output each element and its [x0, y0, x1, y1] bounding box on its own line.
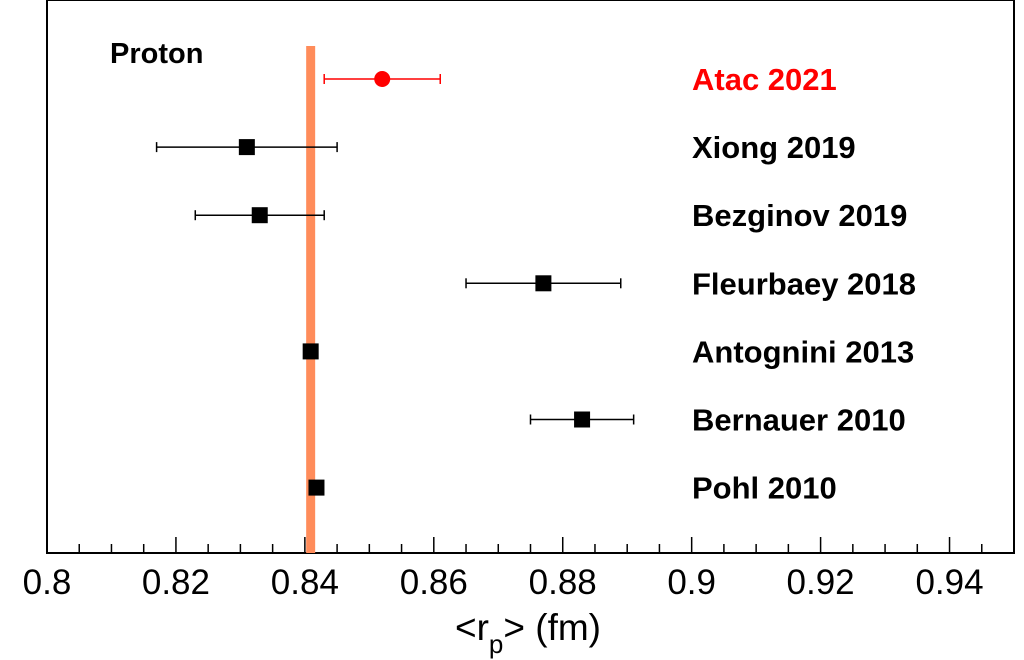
x-tick-label: 0.82	[142, 563, 210, 602]
x-tick-label: 0.86	[400, 563, 468, 602]
data-points-layer	[155, 71, 635, 496]
entry-label: Bernauer 2010	[692, 403, 906, 438]
data-point-group	[529, 411, 635, 428]
data-marker	[374, 71, 391, 87]
x-tick-label: 0.88	[529, 563, 597, 602]
x-axis-title: <rp> (fm)	[455, 607, 601, 659]
data-point-group	[323, 71, 441, 87]
x-tick-label: 0.92	[787, 563, 855, 602]
x-tick-label: 0.94	[915, 563, 983, 602]
x-tick-label: 0.9	[667, 563, 716, 602]
x-axis-ticks: 0.8 0.82 0.84 0.86 0.88 0.9 0.92 0.94	[23, 537, 1015, 602]
panel-label: Proton	[110, 38, 203, 70]
entry-label: Xiong 2019	[692, 130, 856, 165]
data-point-group	[155, 139, 338, 156]
entry-label: Antognini 2013	[692, 334, 914, 369]
data-marker	[251, 207, 268, 224]
data-marker	[535, 275, 552, 292]
data-point-group	[308, 479, 325, 496]
data-marker	[308, 479, 325, 496]
entry-label: Bezginov 2019	[692, 198, 907, 233]
entry-label: Pohl 2010	[692, 471, 837, 506]
data-marker	[574, 411, 591, 428]
reference-band-layer	[306, 46, 316, 553]
data-point-group	[465, 275, 622, 292]
data-point-group	[194, 207, 325, 224]
x-tick-label: 0.8	[23, 563, 72, 602]
data-point-group	[302, 343, 319, 360]
data-marker	[238, 139, 255, 156]
entry-label: Atac 2021	[692, 62, 837, 97]
entry-label: Fleurbaey 2018	[692, 266, 916, 301]
data-marker	[302, 343, 319, 360]
entry-labels-layer: Atac 2021 Xiong 2019 Bezginov 2019 Fleurbae…	[692, 62, 916, 506]
reference-band	[306, 46, 316, 553]
x-tick-label: 0.84	[271, 563, 339, 602]
